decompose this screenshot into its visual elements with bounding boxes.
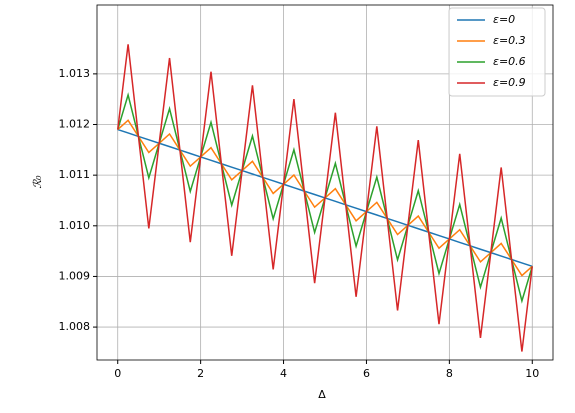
y-tick-label: 1.008 xyxy=(59,320,91,333)
plot-frame xyxy=(96,4,554,361)
legend-label: ε=0.9 xyxy=(493,76,526,89)
legend-label: ε=0.3 xyxy=(493,34,526,47)
series-line xyxy=(116,44,534,352)
x-tick-label: 8 xyxy=(446,367,453,380)
x-tick-label: 4 xyxy=(280,367,287,380)
legend-label: ε=0 xyxy=(493,13,515,26)
y-tick-label: 1.009 xyxy=(59,269,91,282)
y-tick-label: 1.012 xyxy=(59,118,91,131)
y-axis-label: ℛ₀ xyxy=(31,175,44,189)
y-tick-label: 1.010 xyxy=(59,219,91,232)
x-tick-label: 10 xyxy=(525,367,539,380)
y-tick-label: 1.013 xyxy=(59,67,91,80)
legend: ε=0 ε=0.3 ε=0.6 ε=0.9 xyxy=(448,7,546,97)
x-axis-label: Δ xyxy=(318,388,326,401)
y-tick-label: 1.011 xyxy=(59,168,91,181)
x-tick-label: 2 xyxy=(197,367,204,380)
x-tick-label: 6 xyxy=(363,367,370,380)
x-tick-label: 0 xyxy=(114,367,121,380)
legend-label: ε=0.6 xyxy=(493,55,526,68)
legend-box xyxy=(448,7,546,97)
